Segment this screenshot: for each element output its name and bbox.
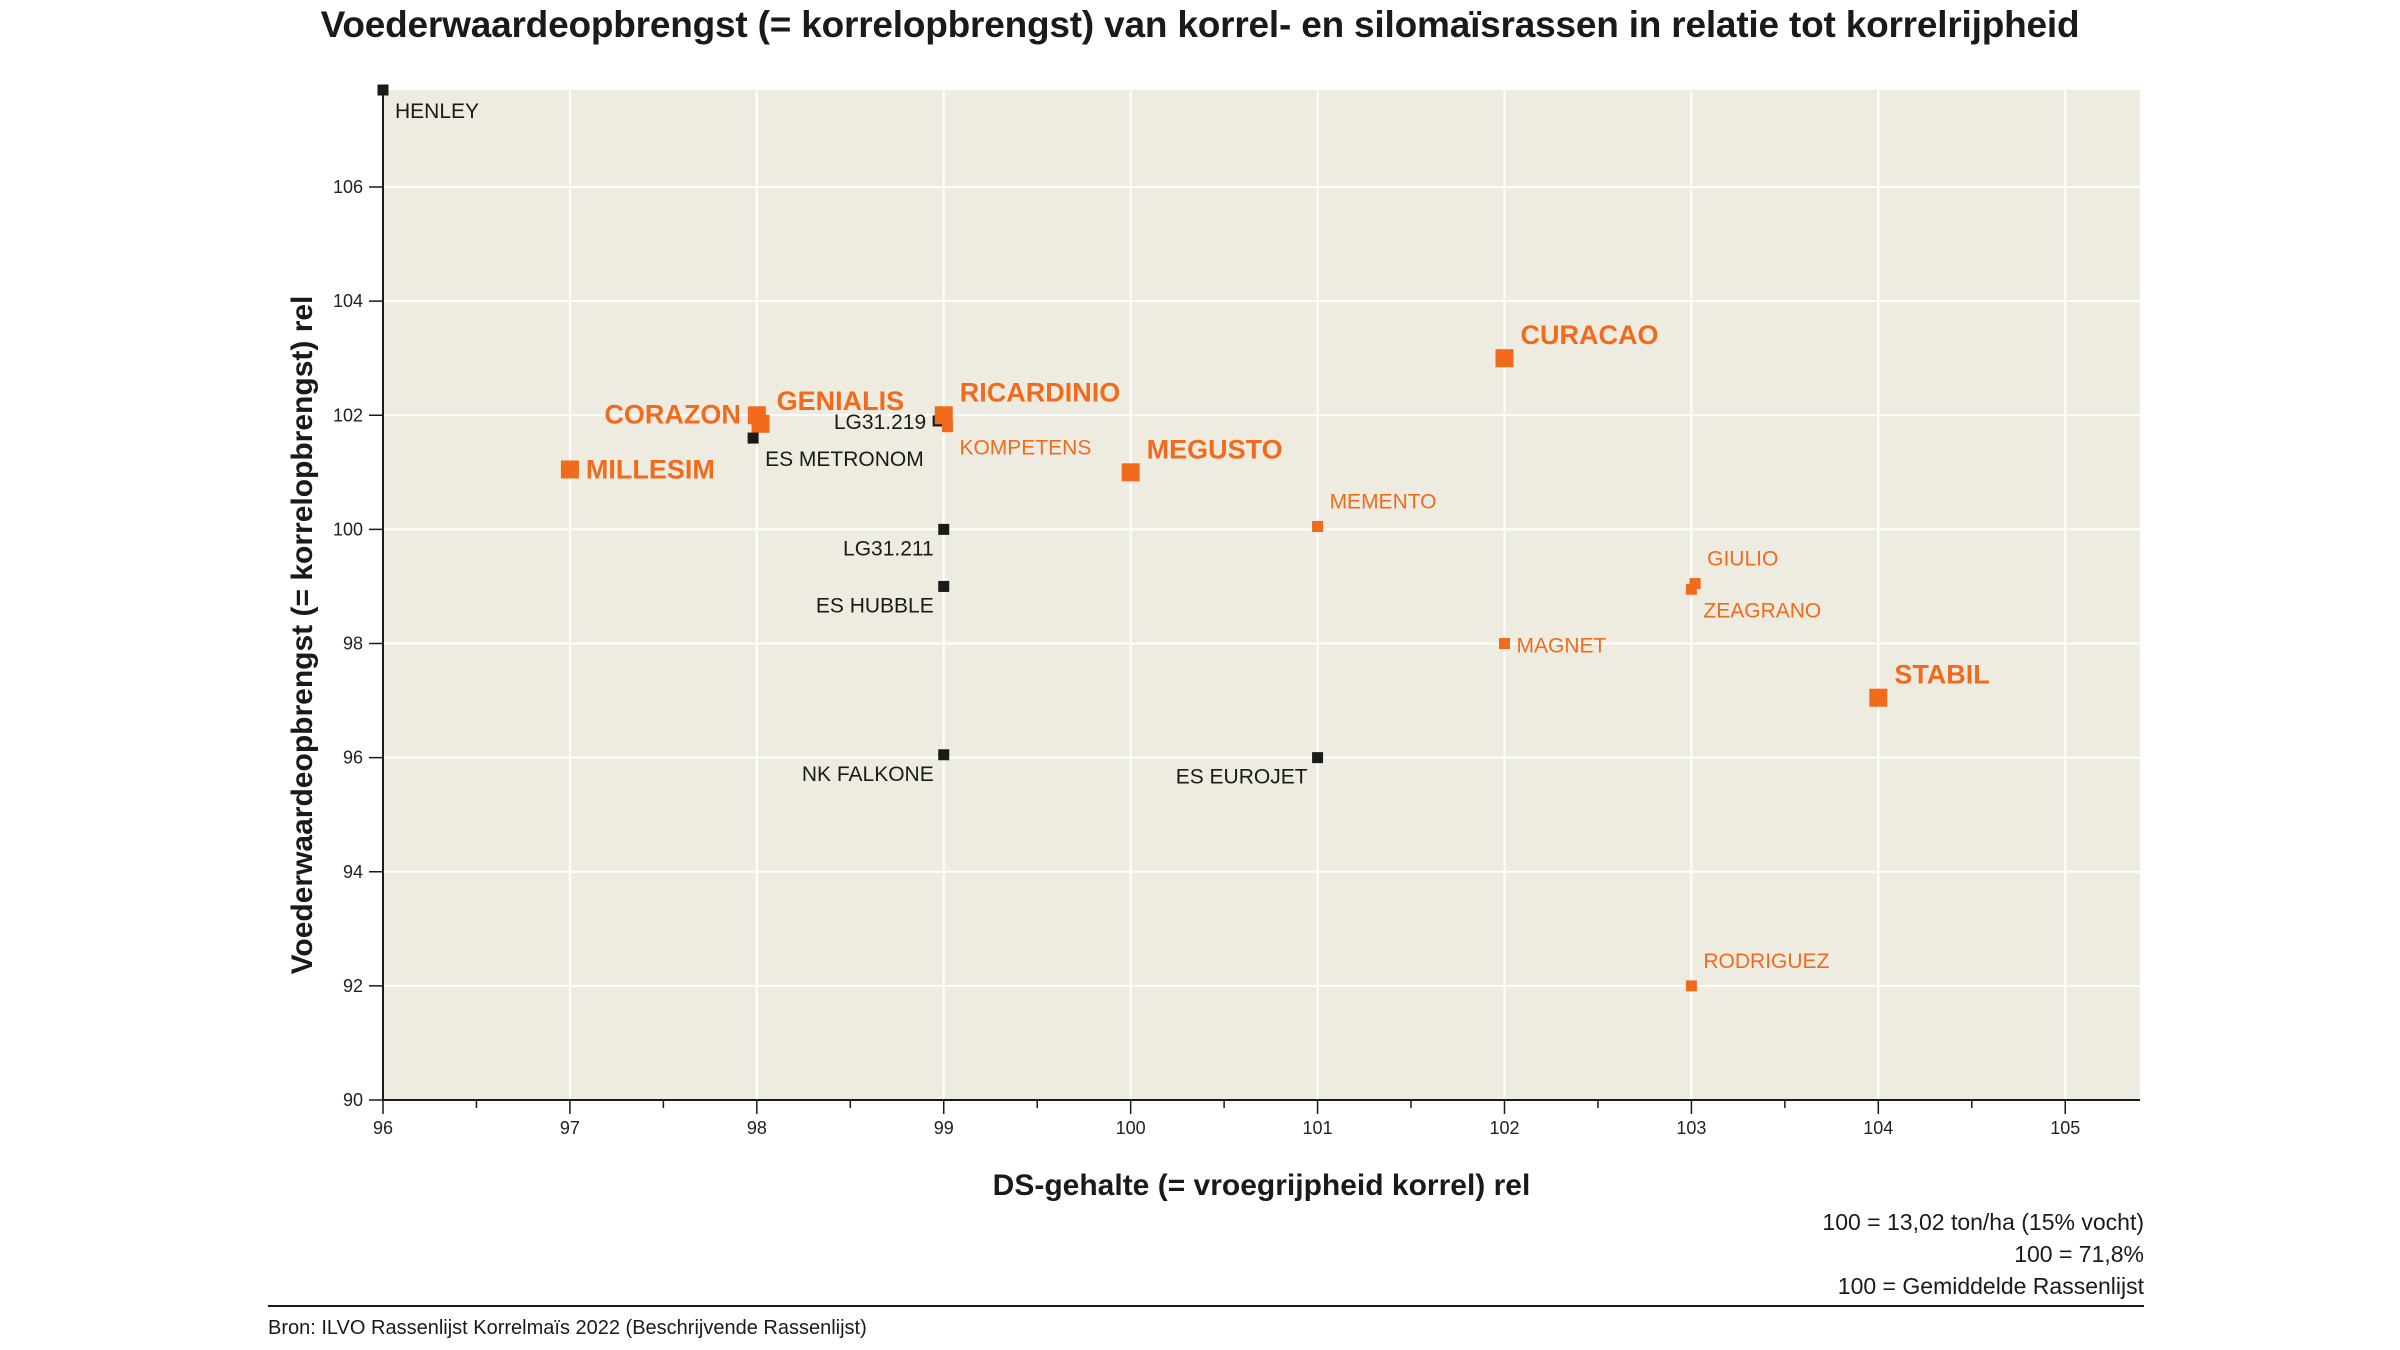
point-label: LG31.219	[834, 411, 926, 434]
x-tick-label: 99	[934, 1118, 954, 1138]
data-point	[934, 406, 953, 425]
point-label: ES EUROJET	[1176, 766, 1308, 789]
data-points	[377, 84, 1888, 992]
footnote-average-reference: 100 = Gemiddelde Rassenlijst	[1837, 1273, 2144, 1299]
point-label: HENLEY	[395, 100, 479, 123]
tick-labels: 96 97 98 99 100 101 102 103 104 105 90 92 94 96 98 100 1…	[333, 177, 2080, 1138]
y-tick-label: 96	[343, 748, 363, 768]
point-label: RICARDINIO	[960, 377, 1120, 407]
data-point	[1498, 638, 1510, 650]
data-point	[1495, 349, 1514, 368]
footnote-yield-reference: 100 = 13,02 ton/ha (15% vocht)	[1822, 1209, 2144, 1235]
x-tick-label: 101	[1303, 1118, 1333, 1138]
x-tick-label: 102	[1489, 1118, 1519, 1138]
data-point	[751, 414, 770, 433]
point-label: MILLESIM	[586, 454, 715, 484]
footer-divider	[268, 1305, 2144, 1307]
x-tick-label: 103	[1676, 1118, 1706, 1138]
y-tick-label: 90	[343, 1090, 363, 1110]
point-label: CORAZON	[604, 399, 741, 429]
data-point	[377, 84, 389, 96]
x-tick-label: 105	[2050, 1118, 2080, 1138]
x-axis-title: DS-gehalte (= vroegrijpheid korrel) rel	[993, 1169, 1531, 1202]
footnote-ds-reference: 100 = 71,8%	[2014, 1241, 2144, 1267]
x-tick-label: 97	[560, 1118, 580, 1138]
y-tick-label: 92	[343, 976, 363, 996]
x-tick-label: 104	[1863, 1118, 1893, 1138]
point-label: MEGUSTO	[1147, 434, 1283, 464]
footnotes: 100 = 13,02 ton/ha (15% vocht) 100 = 71,…	[1822, 1206, 2144, 1302]
point-label: MAGNET	[1516, 635, 1606, 658]
axes	[369, 86, 2140, 1114]
point-label: KOMPETENS	[959, 437, 1091, 460]
data-point	[941, 421, 953, 433]
grid-lines	[383, 90, 2140, 1100]
point-label: GENIALIS	[777, 386, 905, 416]
x-tick-label: 98	[747, 1118, 767, 1138]
point-label: MEMENTO	[1330, 491, 1437, 514]
point-label: LG31.211	[843, 537, 934, 560]
plot-background	[383, 90, 2140, 1100]
data-point	[1312, 752, 1324, 764]
point-label: CURACAO	[1520, 320, 1658, 350]
point-labels: HENLEY CORAZON GENIALIS MILLESIM ES METRONOM…	[395, 100, 1990, 973]
point-label: ZEAGRANO	[1703, 599, 1821, 622]
source-note: Bron: ILVO Rassenlijst Korrelmaïs 2022 (…	[268, 1317, 867, 1339]
y-tick-label: 94	[343, 862, 363, 882]
x-tick-label: 100	[1116, 1118, 1146, 1138]
data-point	[938, 523, 950, 535]
data-point	[1685, 583, 1697, 595]
data-point	[938, 580, 950, 592]
y-tick-label: 98	[343, 634, 363, 654]
x-tick-label: 96	[373, 1118, 393, 1138]
data-point	[747, 432, 759, 444]
chart-title: Voederwaardeopbrengst (= korrelopbrengst…	[320, 4, 2080, 45]
y-tick-label: 100	[333, 519, 363, 539]
data-point	[1312, 521, 1324, 533]
data-point	[938, 749, 950, 761]
point-label: ES METRONOM	[765, 448, 924, 471]
y-axis-title: Voederwaardeopbrengst (= korrelopbrengst…	[286, 296, 319, 975]
y-tick-label: 102	[333, 405, 363, 425]
y-tick-label: 104	[333, 291, 363, 311]
point-label: ES HUBBLE	[816, 594, 934, 617]
point-label: NK FALKONE	[802, 763, 934, 786]
point-label: STABIL	[1894, 660, 1990, 690]
y-tick-label: 106	[333, 177, 363, 197]
data-point	[1689, 578, 1701, 590]
data-point	[1869, 688, 1888, 707]
data-point	[560, 460, 579, 479]
data-point	[1685, 980, 1697, 992]
data-point	[1121, 463, 1140, 482]
point-label: GIULIO	[1707, 548, 1778, 571]
point-label: RODRIGUEZ	[1703, 950, 1829, 973]
